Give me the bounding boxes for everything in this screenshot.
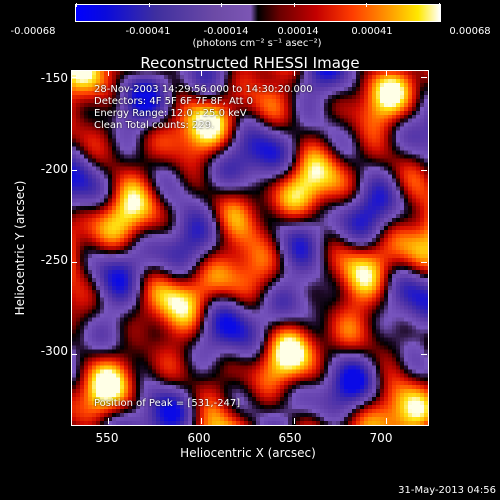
footer-date: 31-May-2013 04:56 bbox=[398, 485, 496, 496]
colorbar-tick bbox=[293, 3, 295, 7]
detectors-text: Detectors: 4F 5F 6F 7F 8F, Att 0 bbox=[94, 96, 254, 107]
y-tick bbox=[71, 77, 77, 79]
x-tick-label: 700 bbox=[369, 431, 393, 445]
x-tick bbox=[108, 70, 110, 76]
colorbar-tick bbox=[148, 3, 150, 7]
y-tick-label: -150 bbox=[40, 71, 68, 85]
peak-position-text: Position of Peak = [531,-247] bbox=[94, 398, 241, 409]
x-tick bbox=[293, 70, 295, 76]
x-tick bbox=[386, 418, 388, 424]
y-tick-label: -200 bbox=[40, 162, 68, 176]
y-tick bbox=[71, 261, 77, 263]
x-tick-label: 650 bbox=[278, 431, 302, 445]
y-tick bbox=[71, 353, 77, 355]
y-tick bbox=[421, 261, 427, 263]
x-tick bbox=[200, 418, 202, 424]
y-tick bbox=[421, 77, 427, 79]
x-tick bbox=[108, 418, 110, 424]
clean-counts-text: Clean Total counts: 229. bbox=[94, 120, 215, 131]
colorbar-tick bbox=[366, 3, 368, 7]
y-tick bbox=[421, 169, 427, 171]
x-tick bbox=[293, 418, 295, 424]
colorbar-tick-label: -0.00041 bbox=[125, 26, 171, 37]
y-tick bbox=[71, 169, 77, 171]
x-axis-label: Heliocentric X (arcsec) bbox=[180, 446, 316, 460]
colorbar-tick bbox=[76, 3, 77, 7]
plot-title: Reconstructed RHESSI Image bbox=[140, 54, 360, 72]
y-tick bbox=[421, 353, 427, 355]
colorbar-tick-label: 0.00014 bbox=[277, 26, 319, 37]
x-tick bbox=[386, 70, 388, 76]
time-range-text: 28-Nov-2003 14:29:56.000 to 14:30:20.000 bbox=[94, 84, 313, 95]
colorbar-tick bbox=[221, 3, 223, 7]
colorbar-tick-label: 0.00068 bbox=[449, 26, 491, 37]
x-tick-label: 600 bbox=[187, 431, 211, 445]
colorbar-tick-label: 0.00041 bbox=[351, 26, 393, 37]
colorbar-unit: (photons cm⁻² s⁻¹ asec⁻²) bbox=[192, 38, 322, 49]
colorbar-tick-label: -0.00068 bbox=[10, 26, 56, 37]
colorbar bbox=[75, 3, 441, 22]
x-tick-label: 550 bbox=[95, 431, 119, 445]
x-tick bbox=[200, 70, 202, 76]
y-tick-label: -300 bbox=[40, 344, 68, 358]
colorbar-tick bbox=[439, 3, 440, 7]
y-tick-label: -250 bbox=[40, 253, 68, 267]
energy-range-text: Energy Range: 12.0 - 25.0 keV bbox=[94, 108, 247, 119]
image-plot bbox=[71, 70, 429, 426]
y-axis-label: Heliocentric Y (arcsec) bbox=[13, 180, 27, 316]
colorbar-tick-label: -0.00014 bbox=[203, 26, 249, 37]
rhessi-image bbox=[72, 71, 428, 425]
